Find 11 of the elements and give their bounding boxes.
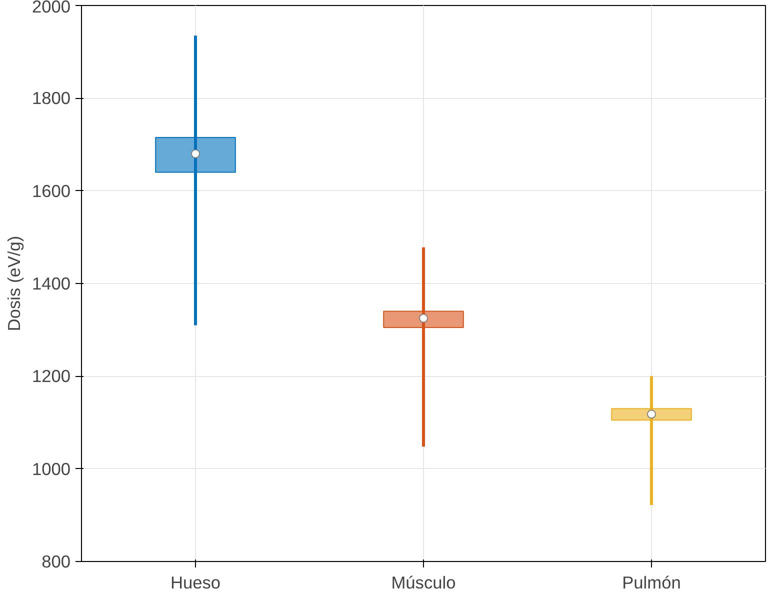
y-tick-label: 1400 (32, 274, 71, 294)
y-tick-label: 1200 (32, 366, 71, 386)
y-tick-label: 1000 (32, 458, 71, 479)
y-tick-label: 1800 (32, 88, 71, 108)
x-tick-label: Hueso (170, 572, 221, 592)
y-tick-label: 2000 (32, 0, 71, 16)
y-tick-label: 800 (42, 552, 71, 572)
x-tick-label: Pulmón (622, 572, 681, 592)
y-tick-label: 1600 (32, 180, 71, 201)
y-axis-title: Dosis (eV/g) (4, 236, 24, 332)
x-tick-label: Músculo (391, 572, 456, 592)
